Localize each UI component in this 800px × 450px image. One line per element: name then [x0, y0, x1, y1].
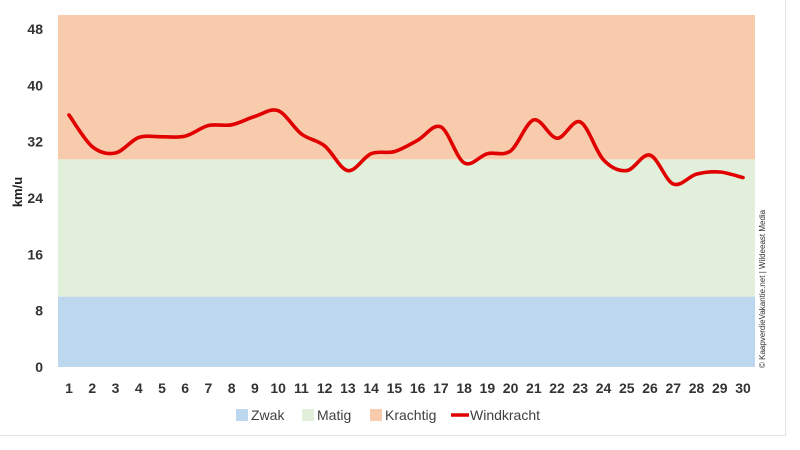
x-tick-label: 3 — [112, 380, 120, 396]
x-tick-label: 29 — [712, 380, 728, 396]
x-tick-label: 4 — [135, 380, 143, 396]
x-tick-label: 17 — [433, 380, 449, 396]
x-tick-label: 10 — [270, 380, 286, 396]
x-tick-label: 11 — [294, 380, 309, 396]
x-tick-label: 24 — [596, 380, 612, 396]
x-tick-label: 20 — [503, 380, 519, 396]
y-tick-label: 32 — [27, 134, 43, 150]
credit-text: © KaapverdieVakantie.net | Wildeeast Med… — [758, 209, 767, 368]
y-tick-label: 16 — [27, 246, 43, 262]
x-tick-label: 1 — [65, 380, 73, 396]
x-tick-label: 14 — [363, 380, 379, 396]
legend-swatch-matig — [302, 409, 314, 421]
y-tick-label: 40 — [27, 77, 43, 93]
x-tick-label: 13 — [340, 380, 356, 396]
x-tick-label: 12 — [317, 380, 333, 396]
legend-label-matig: Matig — [317, 407, 351, 423]
legend-swatch-zwak — [236, 409, 248, 421]
y-tick-label: 8 — [35, 303, 43, 319]
x-tick-label: 30 — [735, 380, 751, 396]
legend-label-windkracht: Windkracht — [470, 407, 540, 423]
x-tick-label: 9 — [251, 380, 259, 396]
x-tick-label: 27 — [665, 380, 681, 396]
chart-frame — [0, 0, 786, 436]
x-tick-label: 21 — [526, 380, 542, 396]
x-tick-label: 28 — [689, 380, 705, 396]
x-tick-label: 19 — [480, 380, 496, 396]
legend-swatch-krachtig — [370, 409, 382, 421]
y-tick-label: 48 — [27, 21, 43, 37]
x-tick-label: 8 — [228, 380, 236, 396]
legend-label-zwak: Zwak — [251, 407, 285, 423]
band-matig — [58, 159, 755, 297]
x-tick-label: 2 — [88, 380, 96, 396]
x-tick-label: 26 — [642, 380, 658, 396]
x-tick-label: 5 — [158, 380, 166, 396]
legend-label-krachtig: Krachtig — [385, 407, 436, 423]
x-tick-label: 25 — [619, 380, 635, 396]
y-tick-label: 0 — [35, 359, 43, 375]
band-zwak — [58, 296, 755, 367]
x-tick-label: 22 — [549, 380, 565, 396]
x-tick-label: 15 — [387, 380, 403, 396]
y-tick-label: 24 — [27, 190, 43, 206]
y-axis-label: km/u — [10, 177, 25, 207]
x-tick-label: 18 — [456, 380, 472, 396]
series-line-windkracht — [67, 108, 745, 187]
x-tick-label: 23 — [573, 380, 589, 396]
legend: Zwak Matig Krachtig Windkracht — [236, 407, 540, 423]
x-tick-label: 16 — [410, 380, 426, 396]
x-tick-label: 6 — [181, 380, 189, 396]
x-tick-label: 7 — [205, 380, 213, 396]
